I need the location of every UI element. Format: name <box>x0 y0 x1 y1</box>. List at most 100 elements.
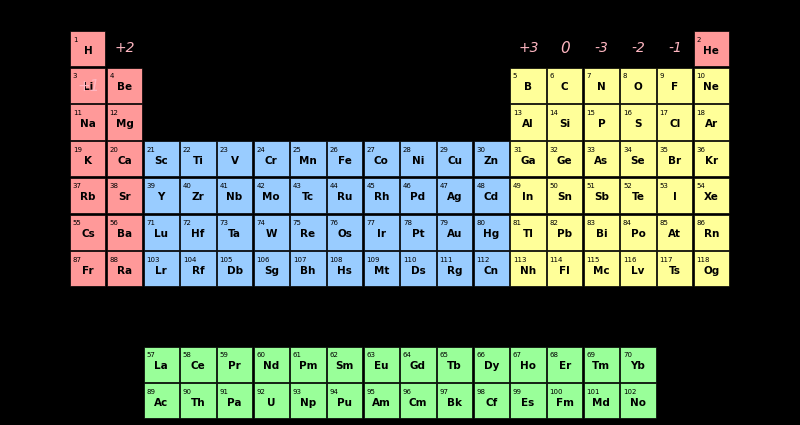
FancyBboxPatch shape <box>217 141 252 176</box>
FancyBboxPatch shape <box>180 251 215 286</box>
FancyBboxPatch shape <box>254 178 289 213</box>
Text: 84: 84 <box>623 220 632 226</box>
FancyBboxPatch shape <box>70 141 106 176</box>
Text: Ho: Ho <box>520 361 536 371</box>
FancyBboxPatch shape <box>70 31 106 66</box>
Text: Mg: Mg <box>116 119 134 129</box>
FancyBboxPatch shape <box>400 215 435 250</box>
Text: 101: 101 <box>586 389 600 395</box>
Text: 35: 35 <box>660 147 669 153</box>
FancyBboxPatch shape <box>70 178 106 213</box>
Text: 107: 107 <box>293 257 306 263</box>
FancyBboxPatch shape <box>107 215 142 250</box>
FancyBboxPatch shape <box>510 215 546 250</box>
FancyBboxPatch shape <box>400 251 435 286</box>
FancyBboxPatch shape <box>547 346 582 382</box>
Text: O: O <box>634 82 642 92</box>
Text: Pa: Pa <box>227 398 242 408</box>
Text: 56: 56 <box>110 220 118 226</box>
Text: Ta: Ta <box>228 229 241 239</box>
Text: Na: Na <box>80 119 96 129</box>
Text: 94: 94 <box>330 389 338 395</box>
Text: 112: 112 <box>476 257 490 263</box>
FancyBboxPatch shape <box>547 105 582 140</box>
Text: 67: 67 <box>513 352 522 358</box>
Text: 57: 57 <box>146 352 155 358</box>
FancyBboxPatch shape <box>474 383 509 419</box>
Text: 88: 88 <box>110 257 118 263</box>
Text: 76: 76 <box>330 220 338 226</box>
FancyBboxPatch shape <box>621 68 656 103</box>
Text: 22: 22 <box>183 147 192 153</box>
FancyBboxPatch shape <box>254 383 289 419</box>
Text: Bk: Bk <box>447 398 462 408</box>
Text: 5: 5 <box>513 74 518 79</box>
FancyBboxPatch shape <box>290 141 326 176</box>
Text: 86: 86 <box>696 220 706 226</box>
Text: V: V <box>230 156 238 166</box>
Text: Kr: Kr <box>705 156 718 166</box>
FancyBboxPatch shape <box>584 105 619 140</box>
Text: Tl: Tl <box>522 229 534 239</box>
Text: 2: 2 <box>696 37 701 42</box>
FancyBboxPatch shape <box>290 178 326 213</box>
Text: Te: Te <box>631 192 645 202</box>
FancyBboxPatch shape <box>474 178 509 213</box>
Text: 31: 31 <box>513 147 522 153</box>
Text: 96: 96 <box>403 389 412 395</box>
Text: Cu: Cu <box>447 156 462 166</box>
Text: Rn: Rn <box>704 229 719 239</box>
FancyBboxPatch shape <box>217 251 252 286</box>
FancyBboxPatch shape <box>70 105 106 140</box>
Text: 23: 23 <box>219 147 229 153</box>
Text: Ds: Ds <box>410 266 426 276</box>
Text: 15: 15 <box>586 110 595 116</box>
Text: 71: 71 <box>146 220 155 226</box>
FancyBboxPatch shape <box>621 383 656 419</box>
Text: 33: 33 <box>586 147 595 153</box>
FancyBboxPatch shape <box>144 215 179 250</box>
FancyBboxPatch shape <box>107 141 142 176</box>
Text: Ca: Ca <box>117 156 132 166</box>
Text: 38: 38 <box>110 183 118 190</box>
Text: 87: 87 <box>73 257 82 263</box>
Text: Cm: Cm <box>409 398 427 408</box>
Text: 95: 95 <box>366 389 375 395</box>
FancyBboxPatch shape <box>70 215 106 250</box>
Text: U: U <box>267 398 275 408</box>
FancyBboxPatch shape <box>621 178 656 213</box>
FancyBboxPatch shape <box>474 215 509 250</box>
Text: 104: 104 <box>183 257 196 263</box>
FancyBboxPatch shape <box>180 215 215 250</box>
Text: 6: 6 <box>550 74 554 79</box>
Text: 45: 45 <box>366 183 375 190</box>
Text: Ac: Ac <box>154 398 168 408</box>
FancyBboxPatch shape <box>510 346 546 382</box>
FancyBboxPatch shape <box>694 215 729 250</box>
Text: Xe: Xe <box>704 192 719 202</box>
FancyBboxPatch shape <box>400 141 435 176</box>
Text: 98: 98 <box>476 389 486 395</box>
Text: 93: 93 <box>293 389 302 395</box>
FancyBboxPatch shape <box>657 68 692 103</box>
Text: 21: 21 <box>146 147 155 153</box>
Text: Os: Os <box>337 229 352 239</box>
FancyBboxPatch shape <box>547 383 582 419</box>
Text: Nd: Nd <box>263 361 279 371</box>
Text: Be: Be <box>117 82 132 92</box>
Text: 49: 49 <box>513 183 522 190</box>
Text: 99: 99 <box>513 389 522 395</box>
Text: 52: 52 <box>623 183 632 190</box>
FancyBboxPatch shape <box>584 68 619 103</box>
FancyBboxPatch shape <box>364 178 399 213</box>
FancyBboxPatch shape <box>547 68 582 103</box>
Text: Lu: Lu <box>154 229 168 239</box>
Text: 3: 3 <box>73 74 78 79</box>
Text: 0: 0 <box>560 41 570 56</box>
FancyBboxPatch shape <box>290 383 326 419</box>
Text: 103: 103 <box>146 257 160 263</box>
Text: 63: 63 <box>366 352 375 358</box>
FancyBboxPatch shape <box>327 251 362 286</box>
FancyBboxPatch shape <box>510 68 546 103</box>
FancyBboxPatch shape <box>254 251 289 286</box>
